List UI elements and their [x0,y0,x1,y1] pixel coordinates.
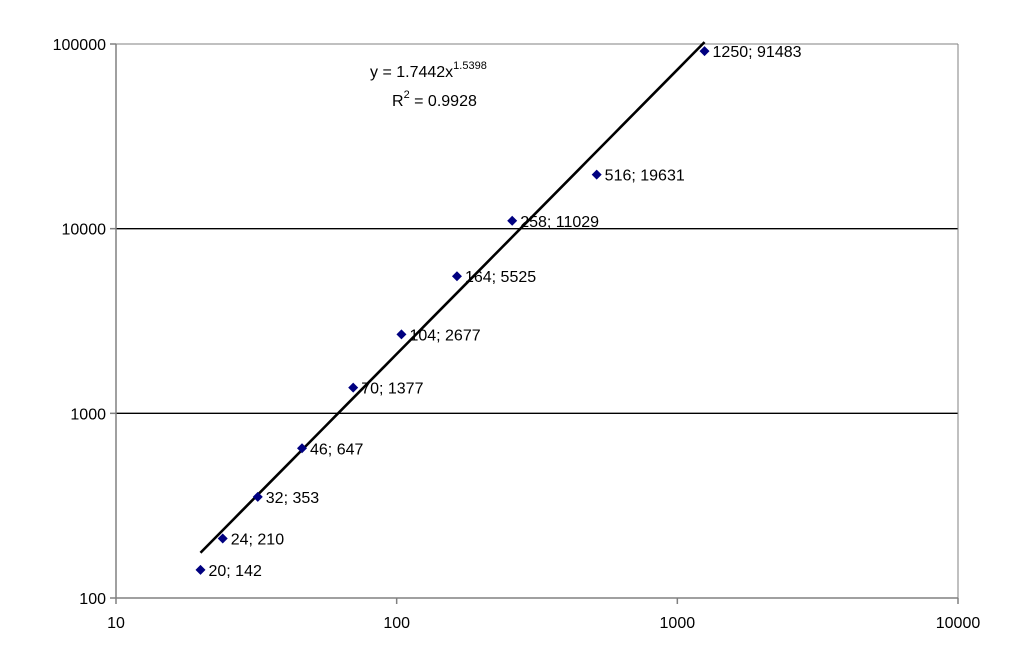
y-tick-label: 100000 [53,37,106,54]
equation-main: y = 1.7442x [370,64,453,81]
equation-line: y = 1.7442x1.5398 [370,60,487,81]
data-point-marker [451,271,462,282]
data-point-label: 24; 210 [231,531,284,548]
data-point-label: 20; 142 [208,563,261,580]
x-tick-label: 100 [383,615,410,632]
data-point-label: 164; 5525 [465,269,536,286]
data-point-label: 32; 353 [266,490,319,507]
x-tick-label: 1000 [660,615,696,632]
data-point-label: 46; 647 [310,441,363,458]
data-point-label: 258; 11029 [520,214,599,231]
data-point-label: 516; 19631 [605,168,685,185]
trendline-equation: y = 1.7442x1.5398 R2 = 0.9928 [370,60,487,110]
data-point-marker [396,329,407,340]
r2-value: = 0.9928 [410,93,477,110]
data-point-label: 104; 2677 [409,327,480,344]
y-tick-label: 100 [79,591,106,608]
x-tick-label: 10000 [936,615,981,632]
data-point-marker [297,443,308,454]
trendline [199,41,706,554]
data-point-marker [217,533,228,544]
r-squared-line: R2 = 0.9928 [392,89,477,110]
data-point-marker [252,491,263,502]
data-point-marker [507,215,518,226]
data-point-marker [348,382,359,393]
r2-superscript: 2 [404,89,410,101]
r2-prefix: R [392,93,404,110]
trendline-group [199,41,706,554]
data-point-label: 70; 1377 [361,381,423,398]
data-point-marker [195,564,206,575]
data-points: 20; 142 24; 210 32; 353 46; 647 70; 1377 104;… [195,44,802,580]
data-point-marker [591,169,602,180]
equation-exponent: 1.5398 [453,60,487,72]
gridlines [116,228,958,414]
data-point-label: 1250; 91483 [713,44,802,61]
x-tick-label: 10 [107,615,125,632]
y-tick-label: 1000 [70,406,106,423]
y-tick-label: 10000 [62,222,107,239]
axes [110,43,959,604]
data-point-marker [699,46,710,57]
